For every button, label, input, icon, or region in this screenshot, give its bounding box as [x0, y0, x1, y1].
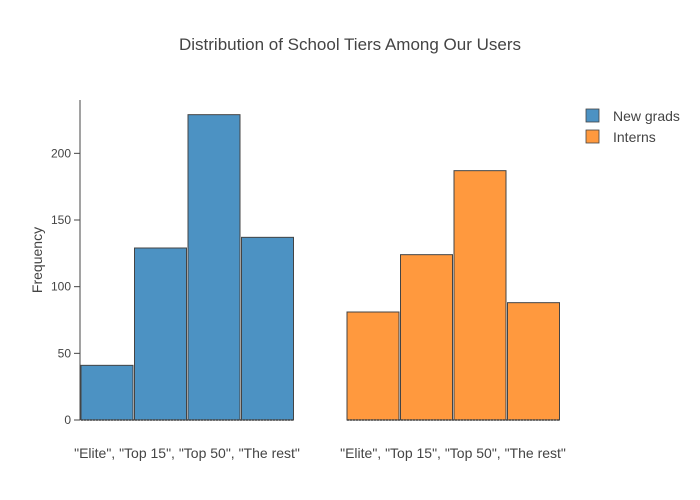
group-label: "Elite", "Top 15", "Top 50", "The rest" [74, 445, 300, 461]
plot-area: 0 50 100 150 200 "Elite", "Top 15", "Top 50"… [51, 100, 566, 461]
chart-title: Distribution of School Tiers Among Our U… [179, 35, 521, 54]
bar-new-grads-1[interactable] [134, 247, 187, 421]
y-tick-label: 100 [51, 280, 71, 294]
legend-swatch[interactable] [585, 129, 600, 144]
bar-interns-2[interactable] [453, 170, 507, 421]
bar-interns-3[interactable] [507, 302, 560, 421]
bars [80, 114, 560, 421]
bar-interns-0[interactable] [346, 311, 400, 421]
bar-new-grads-0[interactable] [80, 364, 134, 421]
y-tick-label: 50 [58, 346, 72, 360]
y-axis-ticks: 0 50 100 150 200 [51, 146, 80, 427]
bar-new-grads-2[interactable] [187, 114, 241, 421]
bar-new-grads-3[interactable] [241, 236, 294, 421]
legend[interactable]: New grads Interns [585, 108, 680, 145]
legend-swatch[interactable] [585, 108, 600, 123]
bar-interns-1[interactable] [400, 254, 453, 421]
group-label: "Elite", "Top 15", "Top 50", "The rest" [340, 445, 566, 461]
legend-item-label[interactable]: Interns [613, 129, 656, 145]
y-tick-label: 0 [64, 413, 71, 427]
category-labels: "Elite", "Top 15", "Top 50", "The rest" "… [74, 445, 566, 461]
y-tick-label: 150 [51, 213, 71, 227]
legend-item-label[interactable]: New grads [613, 108, 680, 124]
y-tick-label: 200 [51, 146, 71, 160]
y-axis-label: Frequency [29, 227, 45, 293]
